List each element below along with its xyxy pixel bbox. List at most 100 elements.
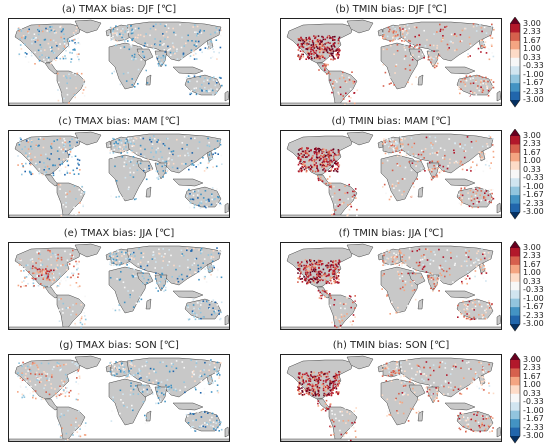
station-marker <box>328 394 331 396</box>
station-marker <box>113 366 116 369</box>
station-marker <box>26 53 28 55</box>
station-marker <box>127 375 129 378</box>
station-marker <box>60 279 62 282</box>
station-marker <box>75 264 78 266</box>
station-marker <box>180 249 183 252</box>
station-marker <box>84 295 86 298</box>
station-marker <box>299 153 302 156</box>
station-marker <box>207 41 210 43</box>
station-marker <box>77 72 80 74</box>
station-marker <box>68 40 71 42</box>
station-marker <box>477 421 480 424</box>
panel-title: (c) TMAX bias: MAM [℃] <box>58 116 180 127</box>
station-marker <box>315 380 317 382</box>
station-marker <box>325 42 328 44</box>
landmass-greenland <box>74 131 102 146</box>
station-marker <box>470 197 473 200</box>
station-marker <box>70 276 72 279</box>
station-marker <box>397 306 399 309</box>
station-marker <box>45 171 48 173</box>
station-marker <box>139 162 142 165</box>
station-marker <box>470 195 473 198</box>
station-marker <box>423 265 426 268</box>
station-marker <box>314 170 317 173</box>
landmass-india <box>426 386 440 404</box>
station-marker <box>326 264 328 266</box>
station-marker <box>344 80 347 83</box>
station-marker <box>156 162 159 164</box>
station-marker <box>128 48 131 51</box>
station-marker <box>312 269 315 271</box>
station-marker <box>446 43 449 46</box>
landmass-asia <box>126 357 222 398</box>
station-marker <box>165 384 167 387</box>
station-marker <box>188 80 191 82</box>
station-marker <box>333 87 335 89</box>
station-marker <box>322 156 325 159</box>
station-marker <box>207 47 209 50</box>
station-marker <box>442 256 445 258</box>
station-marker <box>466 307 468 310</box>
station-marker <box>334 209 337 211</box>
station-marker <box>459 162 461 165</box>
station-marker <box>75 29 77 32</box>
station-marker <box>220 362 222 364</box>
station-marker <box>488 300 490 302</box>
station-marker <box>347 204 349 206</box>
station-marker <box>403 178 406 180</box>
station-marker <box>313 377 316 379</box>
station-marker <box>185 413 188 416</box>
station-marker <box>67 141 70 144</box>
station-marker <box>182 52 185 55</box>
station-marker <box>124 263 126 265</box>
station-marker <box>461 282 464 285</box>
station-marker <box>143 268 146 270</box>
station-marker <box>141 365 144 368</box>
station-marker <box>77 42 80 44</box>
station-marker <box>41 30 44 33</box>
station-marker <box>325 385 328 388</box>
station-marker <box>34 51 36 54</box>
station-marker <box>75 381 77 383</box>
station-marker <box>415 26 418 29</box>
station-marker <box>395 150 397 152</box>
station-marker <box>491 85 494 88</box>
station-marker <box>319 279 321 282</box>
station-marker <box>333 39 336 41</box>
station-marker <box>50 269 52 272</box>
station-marker <box>329 278 332 281</box>
station-marker <box>111 27 113 29</box>
station-marker <box>204 268 206 270</box>
station-marker <box>21 379 24 381</box>
station-marker <box>333 270 336 272</box>
station-marker <box>159 150 162 153</box>
station-marker <box>44 49 46 51</box>
station-marker <box>468 315 471 318</box>
station-marker <box>302 151 305 154</box>
station-marker <box>340 93 342 96</box>
station-marker <box>314 375 317 378</box>
station-marker <box>129 294 131 296</box>
station-marker <box>201 250 203 253</box>
station-marker <box>306 48 309 51</box>
station-marker <box>302 379 304 381</box>
station-marker <box>213 198 215 201</box>
station-marker <box>110 150 113 152</box>
station-marker <box>459 145 461 148</box>
station-marker <box>396 31 399 33</box>
station-marker <box>130 257 133 259</box>
station-marker <box>355 407 357 409</box>
station-marker <box>142 282 144 285</box>
station-marker <box>426 390 428 393</box>
station-marker <box>489 88 491 91</box>
station-marker <box>52 59 55 62</box>
station-marker <box>391 183 394 186</box>
station-marker <box>211 158 214 160</box>
station-marker <box>190 359 192 361</box>
station-marker <box>159 398 162 400</box>
station-marker <box>29 171 31 174</box>
station-marker <box>215 429 217 431</box>
station-marker <box>400 143 402 145</box>
station-marker <box>459 76 461 78</box>
station-marker <box>330 52 333 55</box>
